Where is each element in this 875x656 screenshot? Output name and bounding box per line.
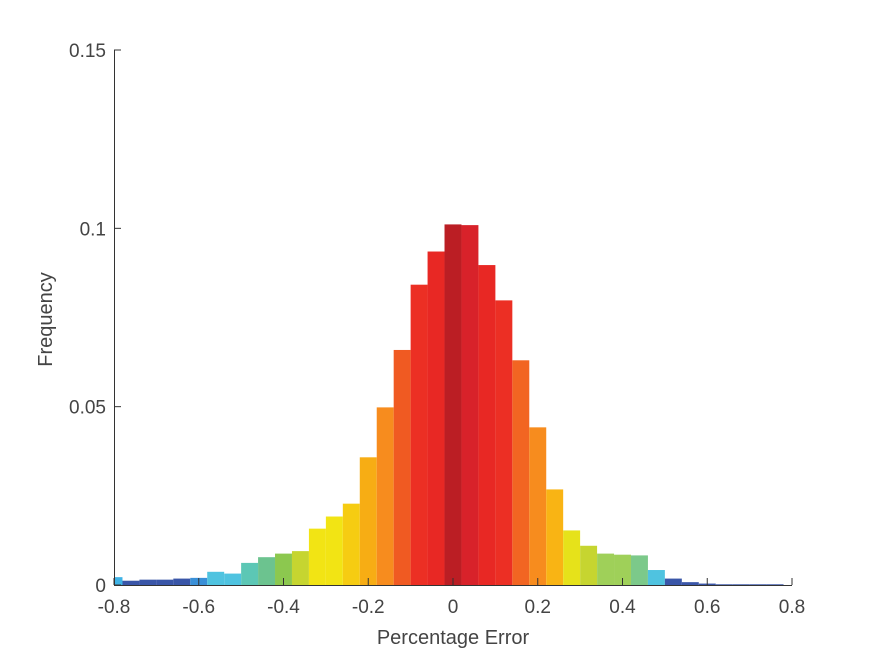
histogram-bar (749, 584, 767, 585)
y-tick-label: 0.15 (69, 41, 106, 62)
x-tick-label: -0.8 (98, 597, 131, 618)
y-ticks: 0 0.05 0.1 0.15 (69, 41, 121, 597)
histogram-bar (647, 570, 665, 585)
x-tick-label: 0.2 (525, 597, 551, 618)
histogram-bar (241, 562, 259, 585)
histogram-bar (156, 579, 174, 585)
histogram-bar (359, 457, 377, 585)
histogram-bar (393, 349, 411, 585)
histogram-bar (291, 551, 309, 585)
x-tick-label: -0.4 (267, 597, 300, 618)
histogram-bar (732, 584, 750, 585)
histogram-bar (681, 582, 699, 585)
histogram-bar (461, 225, 479, 585)
histogram-bar (325, 516, 343, 585)
y-axis-title: Frequency (35, 272, 57, 367)
histogram-bar (715, 584, 733, 585)
histogram-bar (114, 577, 123, 585)
x-tick-label: 0.4 (609, 597, 636, 618)
y-tick-label: 0.05 (69, 398, 106, 419)
x-tick-label: 0 (448, 597, 459, 618)
histogram-bar (630, 555, 648, 585)
histogram-bar (444, 224, 462, 585)
histogram-bar (563, 530, 581, 585)
histogram-bar (495, 300, 513, 585)
histogram-bar (427, 251, 445, 585)
bars (114, 224, 784, 585)
histogram-bar (478, 265, 496, 585)
y-tick-label: 0 (95, 576, 106, 597)
histogram-bar (207, 571, 225, 585)
histogram-bar (342, 503, 360, 585)
histogram-bar (580, 545, 598, 585)
histogram-bar (173, 578, 191, 585)
histogram-bar (546, 489, 564, 585)
histogram-bar (258, 557, 276, 585)
histogram-bar (224, 573, 242, 585)
x-tick-label: -0.6 (182, 597, 215, 618)
x-tick-label: 0.6 (694, 597, 720, 618)
y-tick-label: 0.1 (80, 219, 106, 240)
histogram-bar (275, 553, 292, 585)
histogram-bar (139, 579, 157, 585)
histogram-bar (512, 360, 530, 585)
x-tick-label: 0.8 (779, 597, 805, 618)
histogram-bar (122, 580, 140, 585)
x-ticks: -0.8 -0.6 -0.4 -0.2 0 0.2 0.4 0.6 0.8 (98, 578, 805, 618)
histogram-bar (597, 553, 615, 585)
histogram-bar (529, 427, 547, 585)
histogram-bar (766, 584, 784, 585)
x-axis-title: Percentage Error (377, 627, 530, 649)
histogram-bar (410, 284, 428, 585)
histogram-bar (308, 528, 326, 585)
histogram-bar (664, 578, 682, 585)
histogram-bar (376, 407, 394, 585)
x-tick-label: -0.2 (352, 597, 385, 618)
histogram-bar (614, 554, 631, 585)
